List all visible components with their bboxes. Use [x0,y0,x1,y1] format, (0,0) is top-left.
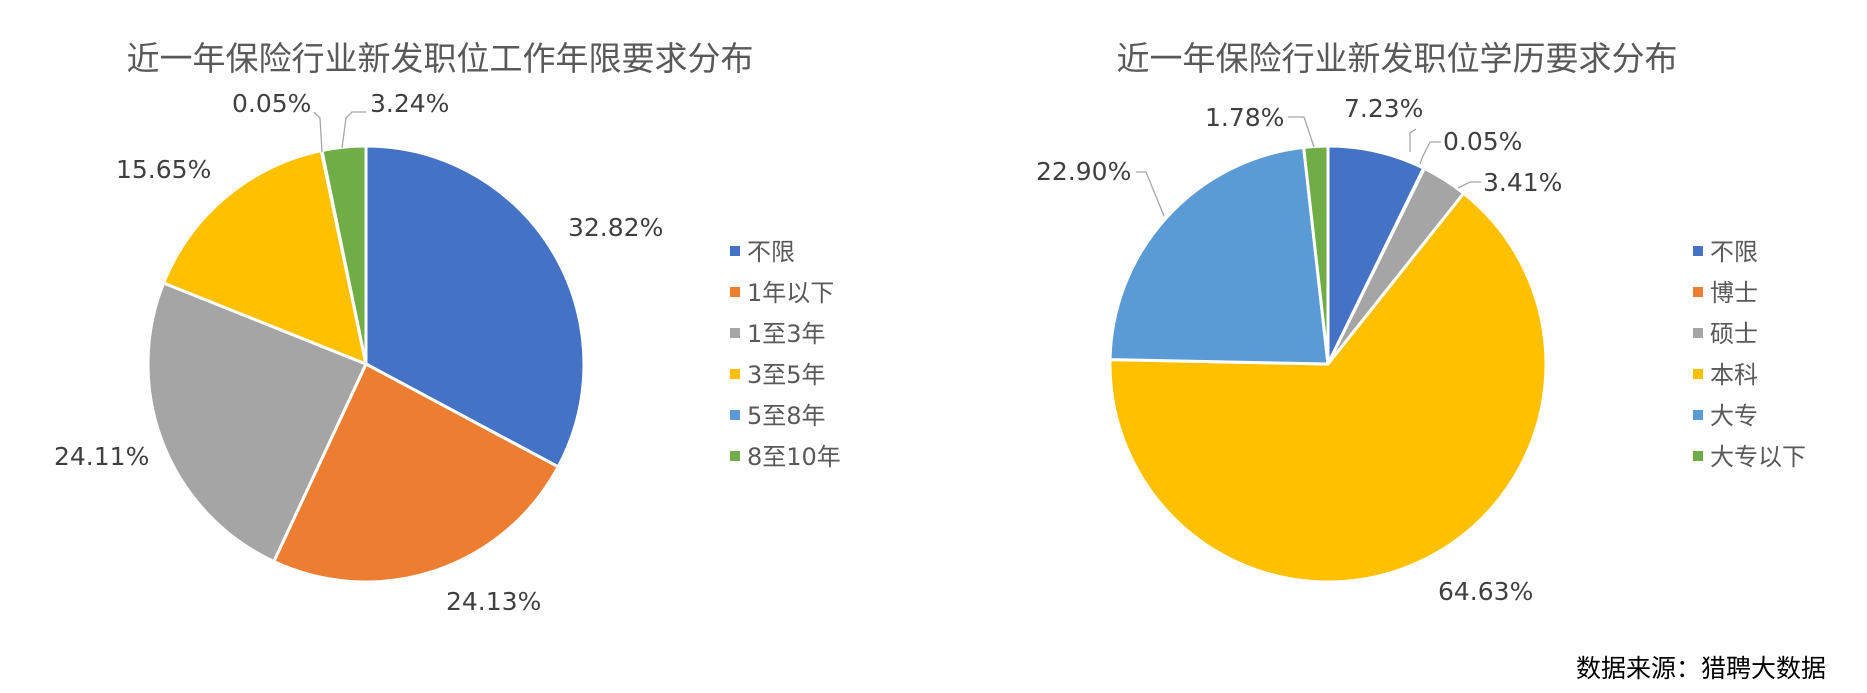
legend-item: 大专 [1693,402,1758,430]
legend-label: 1至3年 [747,320,826,348]
leader-line [313,111,323,153]
legend-label: 不限 [747,238,795,266]
data-label: 3.41% [1483,168,1562,197]
legend-swatch [1693,246,1703,256]
data-label: 15.65% [116,155,211,184]
legend-item: 本科 [1693,361,1758,389]
leader-line [341,111,366,149]
legend-label: 3至5年 [747,361,826,389]
legend-swatch [730,328,740,338]
legend-item: 硕士 [1693,320,1758,348]
legend-item: 大专以下 [1693,443,1806,471]
legend-item: 博士 [1693,279,1758,307]
legend-item: 8至10年 [730,443,841,471]
chart-education: 近一年保险行业新发职位学历要求分布 7.23% 0.05% 3.41% 64.63% 2… [1036,39,1806,606]
chart-title: 近一年保险行业新发职位工作年限要求分布 [127,39,754,78]
legend-label: 博士 [1710,279,1758,307]
legend-label: 本科 [1710,361,1758,389]
pie-slice [1326,144,1426,366]
chart-title: 近一年保险行业新发职位学历要求分布 [1117,39,1678,78]
data-label: 32.82% [568,213,663,242]
legend-item: 不限 [1693,238,1758,266]
legend-label: 不限 [1710,238,1758,266]
legend-item: 5至8年 [730,402,826,430]
data-label: 0.05% [232,89,311,118]
legend-item: 1至3年 [730,320,826,348]
data-label: 0.05% [1443,127,1522,156]
data-label: 64.63% [1438,577,1533,606]
legend-swatch [1693,451,1703,461]
legend-label: 1年以下 [747,279,834,307]
legend-swatch [730,410,740,420]
legend-label: 硕士 [1710,320,1758,348]
leader-line [1409,128,1417,152]
legend-swatch [730,246,740,256]
data-label: 22.90% [1036,157,1131,186]
data-label: 7.23% [1344,94,1423,123]
leader-line [1419,141,1441,165]
source-note: 数据来源：猎聘大数据 [1576,654,1826,683]
chart-legend: 不限 1年以下 1至3年 3至5年 5至8年 8至10年 [730,238,841,471]
leader-line [1136,171,1165,217]
data-label: 24.11% [54,442,149,471]
legend-label: 8至10年 [747,443,841,471]
legend-swatch [1693,410,1703,420]
legend-label: 5至8年 [747,402,826,430]
pie-slice [1302,144,1330,366]
leader-line [1457,181,1481,189]
pie-slice [364,144,586,469]
legend-label: 大专 [1710,402,1758,430]
legend-swatch [1693,369,1703,379]
legend-label: 大专以下 [1710,443,1806,471]
pie-slice [162,149,368,366]
pie-slice [1108,145,1330,366]
legend-item: 3至5年 [730,361,826,389]
legend-item: 不限 [730,238,795,266]
legend-swatch [730,451,740,461]
legend-swatch [730,369,740,379]
data-label: 24.13% [446,587,541,616]
legend-item: 1年以下 [730,279,834,307]
leader-line [1288,116,1315,148]
data-label: 3.24% [370,89,449,118]
pie-slice [146,281,368,564]
legend-swatch [1693,328,1703,338]
pie-slice [1108,191,1548,584]
legend-swatch [1693,287,1703,297]
chart-work-experience: 近一年保险行业新发职位工作年限要求分布 32.82% 24.13% 24.11% 15… [54,39,841,616]
pie-slice [272,362,560,584]
data-label: 1.78% [1205,103,1284,132]
legend-swatch [730,287,740,297]
